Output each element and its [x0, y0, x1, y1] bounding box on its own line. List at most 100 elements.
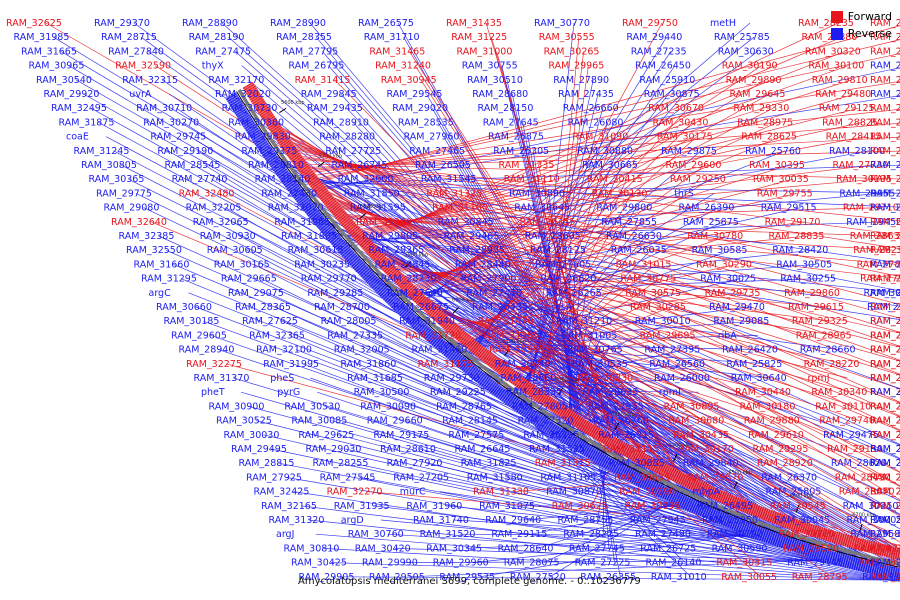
label-leader-line — [321, 231, 900, 307]
gene-label: RAM_30265 — [544, 46, 600, 57]
reverse-gene-gap — [248, 128, 261, 137]
reverse-gene-gap — [292, 189, 304, 199]
label-leader-line — [506, 477, 683, 509]
reverse-gene-gap — [522, 405, 531, 418]
reverse-gene-gap — [795, 539, 801, 554]
forward-gene-gap — [512, 374, 522, 387]
reverse-gene-gap — [600, 454, 608, 467]
forward-gene-gap — [337, 212, 349, 222]
gene-label: RAM_29275 — [854, 543, 900, 554]
forward-gene-gap — [605, 434, 613, 447]
reverse-gene-gap — [654, 483, 662, 497]
gene-label: RAM_27520 — [510, 572, 566, 583]
reverse-gene-gap — [852, 556, 857, 571]
forward-gene-gap — [850, 535, 855, 549]
forward-gene-gap — [685, 475, 692, 489]
gene-label: RAM_31090 — [572, 132, 628, 143]
forward-gene-gap — [390, 269, 401, 281]
reverse-gene-gap — [698, 503, 705, 517]
forward-gene-gap — [241, 80, 254, 89]
gene-label: rpsA — [551, 302, 573, 313]
gene-label: RAM_30875 — [644, 89, 700, 100]
reverse-gene-gap — [582, 444, 591, 457]
label-leader-line — [291, 141, 900, 375]
reverse-gene-gap — [260, 146, 273, 156]
reverse-gene-gap — [396, 303, 407, 315]
forward-gene-gap — [409, 288, 420, 300]
gene-label: RAM_29175 — [373, 430, 429, 441]
forward-gene-gap — [578, 418, 587, 431]
reverse-gene-gap — [416, 322, 427, 334]
gene-label: RAM_28785 — [870, 458, 900, 469]
forward-gene-gap — [289, 152, 302, 162]
reverse-gene-gap — [568, 435, 577, 448]
reverse-gene-gap — [323, 227, 335, 238]
reverse-gene-gap — [244, 122, 257, 131]
gene-label: RAM_26395 — [523, 430, 579, 441]
forward-gene-gap — [617, 440, 625, 454]
gene-label: RAM_29845 — [301, 89, 357, 100]
forward-gene-gap — [546, 397, 555, 410]
gene-label: RAM_30190 — [722, 61, 778, 72]
forward-gene-gap — [489, 357, 499, 369]
gene-label: RAM_32315 — [122, 75, 178, 86]
forward-gene-gap — [658, 462, 666, 476]
gene-label: RAM_27430 — [261, 188, 317, 199]
forward-gene-gap — [783, 514, 789, 529]
gene-label: RAM_28235 — [798, 18, 854, 29]
label-leader-line — [411, 164, 790, 284]
forward-gene-gap — [770, 510, 776, 524]
forward-gene-gap — [609, 436, 617, 449]
reverse-gene-gap — [830, 550, 835, 565]
reverse-gene-gap — [726, 514, 732, 529]
gene-label: RAM_27705 — [870, 203, 900, 214]
forward-gene-gap — [480, 350, 490, 362]
reverse-gene-gap — [721, 513, 728, 527]
gene-label: RAM_29545 — [387, 89, 443, 100]
reverse-gene-gap — [511, 397, 520, 410]
reverse-gene-gap — [379, 287, 391, 299]
reverse-gene-gap — [494, 385, 504, 398]
gene-label: RAM_29860 — [784, 288, 840, 299]
reverse-gene-gap — [531, 412, 541, 425]
forward-gene-gap — [759, 506, 766, 520]
label-leader-line — [355, 270, 883, 507]
gene-label: RAM_25805 — [766, 487, 822, 498]
label-leader-line — [75, 79, 900, 555]
forward-gene-gap — [701, 482, 708, 496]
gene-label: RAM_29250 — [670, 174, 726, 185]
gene-label: RAM_32205 — [186, 203, 242, 214]
gene-label: RAM_25760 — [745, 146, 801, 157]
label-leader-line — [418, 93, 770, 291]
forward-gene-gap — [808, 523, 814, 537]
forward-gene-gap — [681, 473, 688, 487]
reverse-gene-gap — [437, 340, 447, 352]
gene-label: RAM_30775 — [620, 274, 676, 285]
reverse-gene-gap — [283, 178, 296, 188]
forward-gene-gap — [383, 263, 395, 274]
forward-gene-gap — [348, 225, 360, 236]
label-leader-line — [602, 466, 610, 549]
axis-tick — [404, 261, 411, 268]
label-leader-line — [330, 193, 900, 473]
reverse-gene-gap — [558, 429, 567, 442]
gene-label: RAM_26365 — [870, 416, 900, 427]
label-leader-line — [371, 22, 839, 242]
label-leader-line — [459, 264, 737, 327]
reverse-gene-gap — [841, 553, 846, 568]
gene-label: RAM_29755 — [757, 188, 813, 199]
axis-tick-label: 6400 kbp — [669, 443, 693, 449]
label-leader-line — [300, 505, 900, 582]
forward-gene-gap — [618, 441, 627, 455]
gene-label: RAM_29030 — [306, 444, 362, 455]
gene-label: RAM_31465 — [369, 46, 425, 57]
reverse-gene-gap — [290, 187, 303, 197]
forward-gene-gap — [834, 531, 840, 545]
label-leader-line — [319, 39, 900, 181]
gene-label: RAM_31330 — [473, 487, 529, 498]
gene-label: RAM_28810 — [248, 160, 304, 171]
forward-gene-gap — [561, 407, 570, 420]
reverse-gene-gap — [409, 316, 420, 327]
label-leader-line — [472, 136, 698, 339]
gene-label: RAM_31860 — [340, 359, 396, 370]
